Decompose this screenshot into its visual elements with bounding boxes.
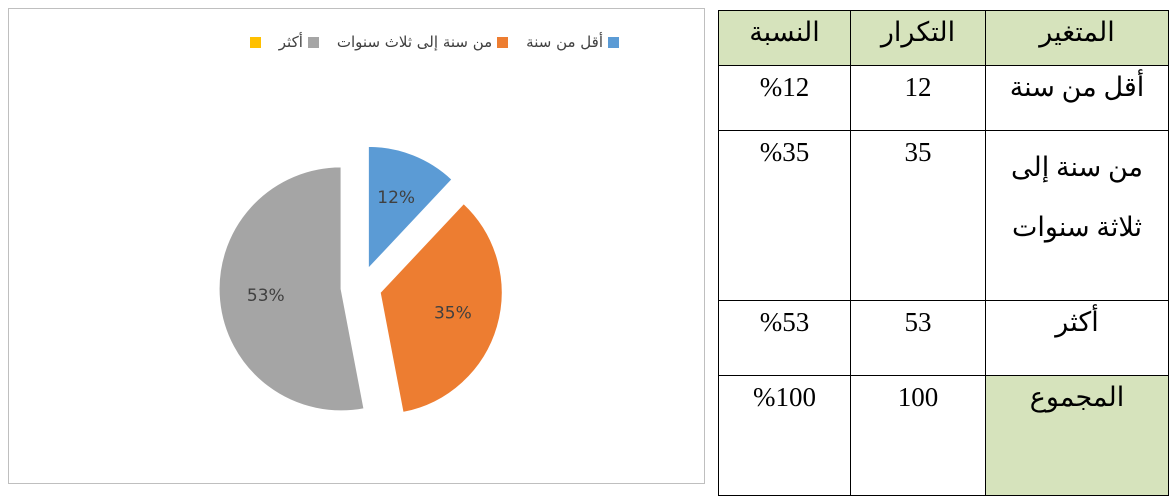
header-cell: النسبة <box>718 10 851 66</box>
cell: %12 <box>718 65 851 131</box>
pie-slice <box>367 145 453 270</box>
pie-slice <box>379 202 503 414</box>
pie-slice <box>218 166 365 412</box>
legend-item: أقل من سنة <box>526 33 619 51</box>
header-cell: التكرار <box>850 10 986 66</box>
legend-swatch <box>497 36 509 48</box>
cell: المجموع <box>985 375 1169 496</box>
table: المتغير التكرار النسبة أقل من سنة 12 %12… <box>718 10 1169 496</box>
cell: من سنة إلى ثلاثة سنوات <box>985 130 1169 301</box>
legend-label: من سنة إلى ثلاث سنوات <box>336 33 493 51</box>
legend-item <box>249 36 261 48</box>
legend-label: أكثر <box>278 33 303 51</box>
legend: أقل من سنة من سنة إلى ثلاث سنوات أكثر <box>99 33 619 51</box>
cell: %53 <box>718 300 851 376</box>
legend-item: من سنة إلى ثلاث سنوات <box>336 33 509 51</box>
header-cell: المتغير <box>985 10 1169 66</box>
cell: 53 <box>850 300 986 376</box>
cell: أقل من سنة <box>985 65 1169 131</box>
cell: أكثر <box>985 300 1169 376</box>
legend-item: أكثر <box>279 33 319 51</box>
cell: 35 <box>850 130 986 301</box>
legend-swatch <box>608 36 619 48</box>
pie-area: 12% 35% 53% <box>218 145 503 414</box>
data-label: 35% <box>434 304 472 324</box>
legend-swatch <box>249 36 261 48</box>
cell: 100 <box>850 375 986 496</box>
cell: %100 <box>718 375 851 496</box>
chart: 12% 35% 53% أقل من سنة من سنة إلى ثلاث سنوا… <box>8 8 705 484</box>
legend-swatch <box>307 36 319 48</box>
data-label: 12% <box>377 188 415 208</box>
cell: %35 <box>718 130 851 301</box>
legend-label: أقل من سنة <box>526 33 603 51</box>
cell: 12 <box>850 65 986 131</box>
data-label: 53% <box>247 286 285 306</box>
